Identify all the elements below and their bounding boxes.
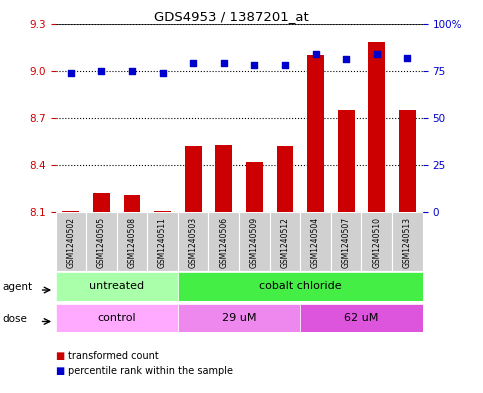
Point	[342, 56, 350, 62]
Point	[98, 68, 105, 74]
Point	[67, 70, 75, 76]
Bar	[56, 212, 86, 271]
Text: agent: agent	[2, 282, 32, 292]
Text: GSM1240504: GSM1240504	[311, 217, 320, 268]
Bar	[270, 212, 300, 271]
Bar	[399, 110, 416, 212]
Bar	[300, 212, 331, 271]
Bar	[86, 212, 117, 271]
Text: GDS4953 / 1387201_at: GDS4953 / 1387201_at	[155, 10, 309, 23]
Bar	[93, 193, 110, 212]
Text: ■: ■	[56, 351, 65, 361]
Bar	[178, 212, 209, 271]
Text: GSM1240512: GSM1240512	[281, 217, 289, 268]
Text: cobalt chloride: cobalt chloride	[259, 281, 341, 292]
Point	[403, 54, 411, 61]
Text: GSM1240513: GSM1240513	[403, 217, 412, 268]
Bar	[246, 162, 263, 212]
Text: GSM1240508: GSM1240508	[128, 217, 137, 268]
Bar	[300, 304, 423, 332]
Bar	[209, 212, 239, 271]
Bar	[154, 211, 171, 212]
Point	[159, 70, 167, 76]
Text: untreated: untreated	[89, 281, 144, 292]
Bar	[239, 212, 270, 271]
Text: GSM1240510: GSM1240510	[372, 217, 381, 268]
Bar	[338, 110, 355, 212]
Bar	[124, 195, 141, 212]
Bar	[277, 146, 293, 212]
Point	[220, 60, 227, 66]
Text: percentile rank within the sample: percentile rank within the sample	[68, 366, 233, 376]
Bar	[369, 42, 385, 212]
Text: control: control	[98, 313, 136, 323]
Text: GSM1240502: GSM1240502	[66, 217, 75, 268]
Bar	[178, 272, 423, 301]
Point	[189, 60, 197, 66]
Bar	[392, 212, 423, 271]
Text: GSM1240503: GSM1240503	[189, 217, 198, 268]
Text: ■: ■	[56, 366, 65, 376]
Text: GSM1240511: GSM1240511	[158, 217, 167, 268]
Text: dose: dose	[2, 314, 28, 324]
Text: GSM1240506: GSM1240506	[219, 217, 228, 268]
Text: transformed count: transformed count	[68, 351, 158, 361]
Point	[312, 51, 319, 57]
Bar	[178, 304, 300, 332]
Point	[251, 62, 258, 68]
Bar	[185, 146, 201, 212]
Bar	[56, 272, 178, 301]
Text: 62 uM: 62 uM	[344, 313, 379, 323]
Bar	[117, 212, 147, 271]
Text: GSM1240505: GSM1240505	[97, 217, 106, 268]
Bar	[56, 304, 178, 332]
Text: GSM1240509: GSM1240509	[250, 217, 259, 268]
Bar	[307, 55, 324, 212]
Bar	[215, 145, 232, 212]
Text: 29 uM: 29 uM	[222, 313, 256, 323]
Bar	[147, 212, 178, 271]
Point	[373, 51, 381, 57]
Text: GSM1240507: GSM1240507	[341, 217, 351, 268]
Point	[281, 62, 289, 68]
Bar	[62, 211, 79, 212]
Bar	[331, 212, 361, 271]
Bar	[361, 212, 392, 271]
Point	[128, 68, 136, 74]
